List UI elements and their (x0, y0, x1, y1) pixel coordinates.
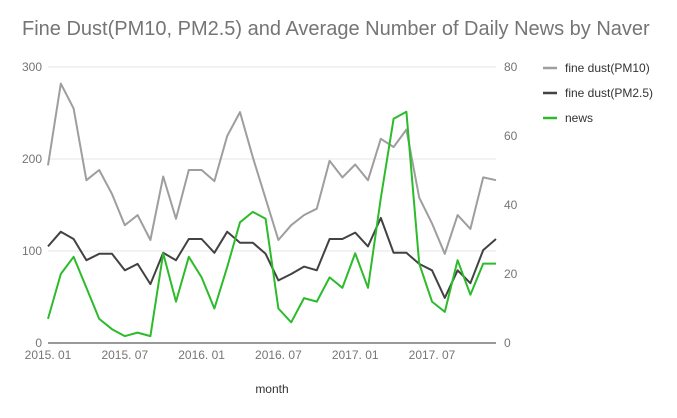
x-tick-label: 2016. 01 (178, 348, 225, 362)
x-tick-label: 2017. 07 (409, 348, 456, 362)
legend-label: fine dust(PM2.5) (565, 86, 653, 100)
y-tick-label: 300 (22, 60, 42, 74)
x-tick-label: 2017. 01 (332, 348, 379, 362)
legend-label: news (565, 111, 593, 125)
y-tick-label: 200 (22, 152, 42, 166)
series-line-3 (47, 110, 496, 338)
legend-label: fine dust(PM10) (565, 61, 650, 75)
x-tick-label: 2015. 01 (25, 348, 72, 362)
y-tick-label: 0 (35, 336, 42, 350)
y2-tick-label: 40 (504, 198, 518, 212)
y2-tick-label: 60 (504, 129, 518, 143)
y2-tick-label: 20 (504, 267, 518, 281)
y2-tick-label: 0 (504, 336, 511, 350)
x-tick-label: 2016. 07 (255, 348, 302, 362)
x-tick-label: 2015. 07 (101, 348, 148, 362)
chart-title: Fine Dust(PM10, PM2.5) and Average Numbe… (22, 18, 650, 40)
x-axis-title: month (255, 382, 288, 396)
series-line-1 (47, 82, 497, 255)
y-tick-label: 100 (22, 244, 42, 258)
y2-tick-label: 80 (504, 60, 518, 74)
